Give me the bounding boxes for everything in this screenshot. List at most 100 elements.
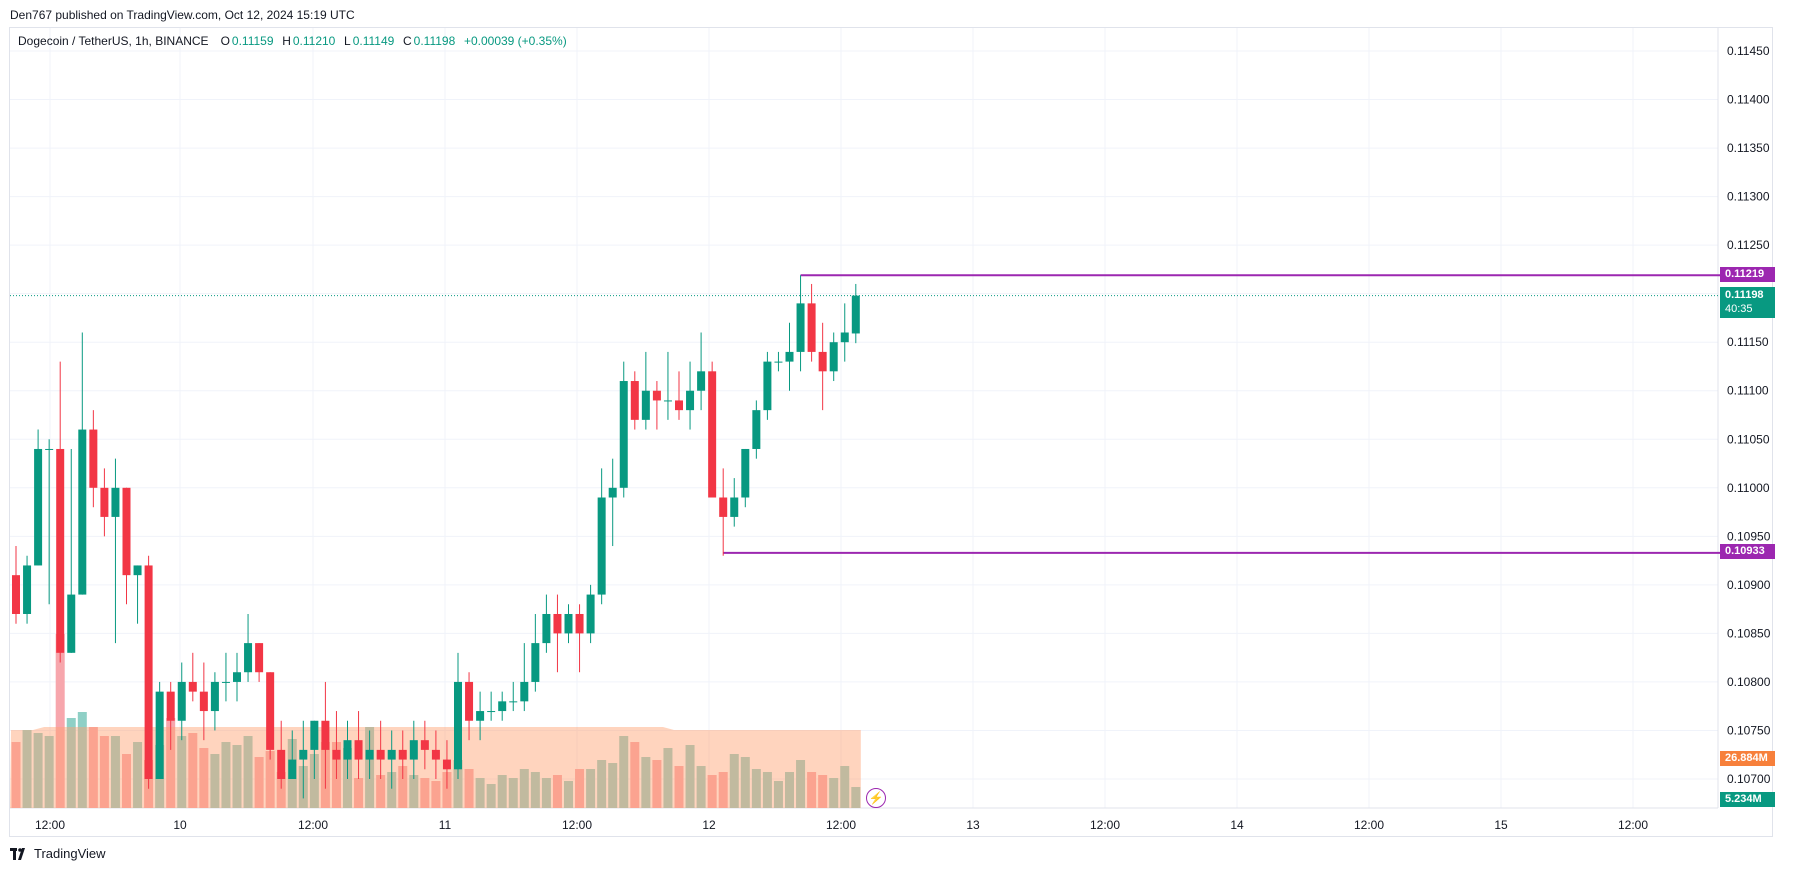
volume-bar bbox=[840, 766, 850, 808]
candle-body bbox=[675, 400, 683, 411]
time-tick-label: 10 bbox=[173, 818, 187, 832]
countdown: 40:35 bbox=[1725, 303, 1753, 315]
time-tick-label: 12 bbox=[702, 818, 716, 832]
volume-bar bbox=[718, 772, 728, 808]
lightning-icon[interactable]: ⚡ bbox=[866, 788, 886, 808]
volume-bar bbox=[210, 754, 220, 808]
candle-body bbox=[255, 643, 264, 673]
price-axis: 0.114500.114000.113500.113000.112500.112… bbox=[1727, 44, 1771, 786]
volume-bar bbox=[685, 745, 695, 808]
volume-bar bbox=[376, 775, 386, 808]
volume-bar bbox=[309, 754, 319, 808]
price-tick-label: 0.10850 bbox=[1727, 626, 1771, 640]
candle-body bbox=[829, 342, 838, 372]
published-header: Den767 published on TradingView.com, Oct… bbox=[10, 8, 355, 22]
volume-bar bbox=[276, 772, 286, 808]
volume-bar bbox=[586, 769, 596, 808]
open-label: O bbox=[220, 34, 230, 48]
volume-bar bbox=[11, 742, 21, 808]
volume-bar bbox=[530, 772, 540, 808]
time-tick-label: 12:00 bbox=[1618, 818, 1648, 832]
candle-body bbox=[45, 448, 54, 450]
candle-body bbox=[376, 749, 385, 760]
candle-body bbox=[67, 594, 76, 653]
candle-body bbox=[851, 295, 860, 334]
candle-body bbox=[199, 691, 208, 712]
symbol-legend[interactable]: Dogecoin / TetherUS, 1h, BINANCE O 0.1115… bbox=[18, 34, 569, 48]
candle-body bbox=[78, 429, 87, 595]
volume-bar bbox=[729, 754, 739, 808]
candle-body bbox=[56, 448, 65, 653]
volume-bar bbox=[796, 760, 806, 808]
close-value: 0.11198 bbox=[413, 34, 456, 48]
resistance-price-tag: 0.11219 bbox=[1720, 267, 1775, 282]
volume-bar bbox=[674, 766, 684, 808]
time-tick-label: 12:00 bbox=[1090, 818, 1120, 832]
price-tick-label: 0.10950 bbox=[1727, 529, 1771, 543]
candle-body bbox=[818, 351, 827, 372]
candle-body bbox=[586, 594, 595, 634]
volume-bar bbox=[818, 775, 828, 808]
volume-bar bbox=[453, 760, 463, 808]
volume-bar bbox=[177, 736, 187, 808]
volume-bar bbox=[199, 748, 209, 808]
candle-body bbox=[509, 701, 518, 703]
candle-body bbox=[708, 371, 717, 498]
candle-body bbox=[442, 759, 451, 770]
volume-bar bbox=[232, 745, 242, 808]
time-tick-label: 12:00 bbox=[35, 818, 65, 832]
price-tick-label: 0.11100 bbox=[1727, 384, 1769, 398]
candle-body bbox=[663, 400, 672, 402]
candle-body bbox=[431, 749, 440, 760]
volume-bar bbox=[88, 727, 98, 808]
candle-body bbox=[221, 681, 230, 683]
price-tick-label: 0.11150 bbox=[1727, 335, 1769, 349]
candle-body bbox=[630, 381, 639, 420]
time-tick-label: 12:00 bbox=[826, 818, 856, 832]
candle-body bbox=[597, 497, 606, 595]
price-tick-label: 0.10900 bbox=[1727, 578, 1771, 592]
volume-ma-tag: 26.884M bbox=[1720, 751, 1775, 766]
candle-body bbox=[487, 711, 496, 713]
symbol-name[interactable]: Dogecoin / TetherUS, 1h, BINANCE bbox=[18, 34, 209, 48]
change-value: +0.00039 (+0.35%) bbox=[463, 34, 567, 48]
volume-bar bbox=[254, 757, 264, 808]
price-tick-label: 0.11450 bbox=[1727, 44, 1770, 58]
tradingview-logo[interactable]: TradingView bbox=[10, 846, 106, 861]
volume-bar bbox=[552, 775, 562, 808]
candle-body bbox=[652, 390, 661, 401]
volume-bar bbox=[740, 757, 750, 808]
price-tick-label: 0.10750 bbox=[1727, 723, 1771, 737]
volume-bar bbox=[630, 742, 640, 808]
candle-body bbox=[343, 740, 352, 760]
volume-bar bbox=[508, 778, 518, 808]
candle-body bbox=[730, 497, 739, 517]
volume-bar bbox=[597, 760, 607, 808]
volume-bar bbox=[354, 778, 364, 808]
candle-body bbox=[564, 613, 573, 634]
volume-bar bbox=[442, 772, 452, 808]
volume-bar bbox=[33, 733, 43, 808]
candle-body bbox=[763, 361, 772, 411]
volume-bar bbox=[387, 772, 397, 808]
candle-body bbox=[12, 575, 20, 614]
candle-body bbox=[332, 749, 341, 760]
candle-body bbox=[741, 448, 750, 498]
time-tick-label: 14 bbox=[1230, 818, 1244, 832]
volume-bar bbox=[110, 736, 120, 808]
volume-bar bbox=[751, 769, 761, 808]
candle-body bbox=[476, 711, 485, 721]
candle-body bbox=[454, 681, 462, 770]
volume-bar bbox=[773, 781, 783, 808]
candle-body bbox=[774, 361, 783, 363]
volume-bar bbox=[652, 760, 662, 808]
high-value: 0.11210 bbox=[292, 34, 336, 48]
candle-body bbox=[531, 643, 540, 682]
candles bbox=[12, 275, 860, 799]
open-value: 0.11159 bbox=[231, 34, 274, 48]
low-label: L bbox=[344, 34, 351, 48]
volume-bar bbox=[409, 775, 419, 808]
candle-body bbox=[752, 410, 761, 449]
candle-body bbox=[354, 740, 363, 760]
